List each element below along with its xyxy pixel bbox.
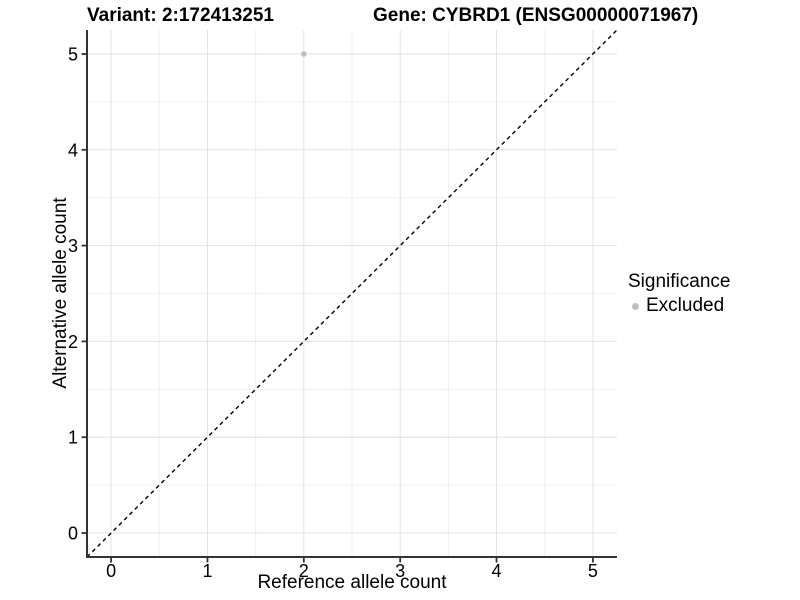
identity-reference-line	[86, 29, 618, 558]
y-tick-label: 1	[68, 428, 78, 448]
plot-title-variant: Variant: 2:172413251	[87, 5, 274, 26]
y-tick-label: 3	[68, 236, 78, 256]
legend: Significance Excluded	[628, 271, 730, 317]
data-point	[301, 51, 307, 57]
x-tick-label: 1	[202, 561, 212, 581]
y-tick-label: 5	[68, 44, 78, 64]
y-tick-label: 0	[68, 524, 78, 544]
x-tick-label: 2	[299, 561, 309, 581]
x-tick-label: 3	[395, 561, 405, 581]
x-tick-label: 0	[106, 561, 116, 581]
y-tick-label: 4	[68, 140, 78, 160]
legend-item-excluded: Excluded	[628, 295, 730, 317]
legend-item-label: Excluded	[646, 295, 725, 316]
x-axis-label: Reference allele count	[257, 572, 447, 593]
plot-title-gene: Gene: CYBRD1 (ENSG00000071967)	[373, 5, 699, 26]
x-tick-label: 4	[492, 561, 502, 581]
legend-title: Significance	[628, 271, 731, 292]
y-tick-label: 2	[68, 332, 78, 352]
x-tick-label: 5	[588, 561, 598, 581]
legend-point-icon	[632, 302, 639, 310]
